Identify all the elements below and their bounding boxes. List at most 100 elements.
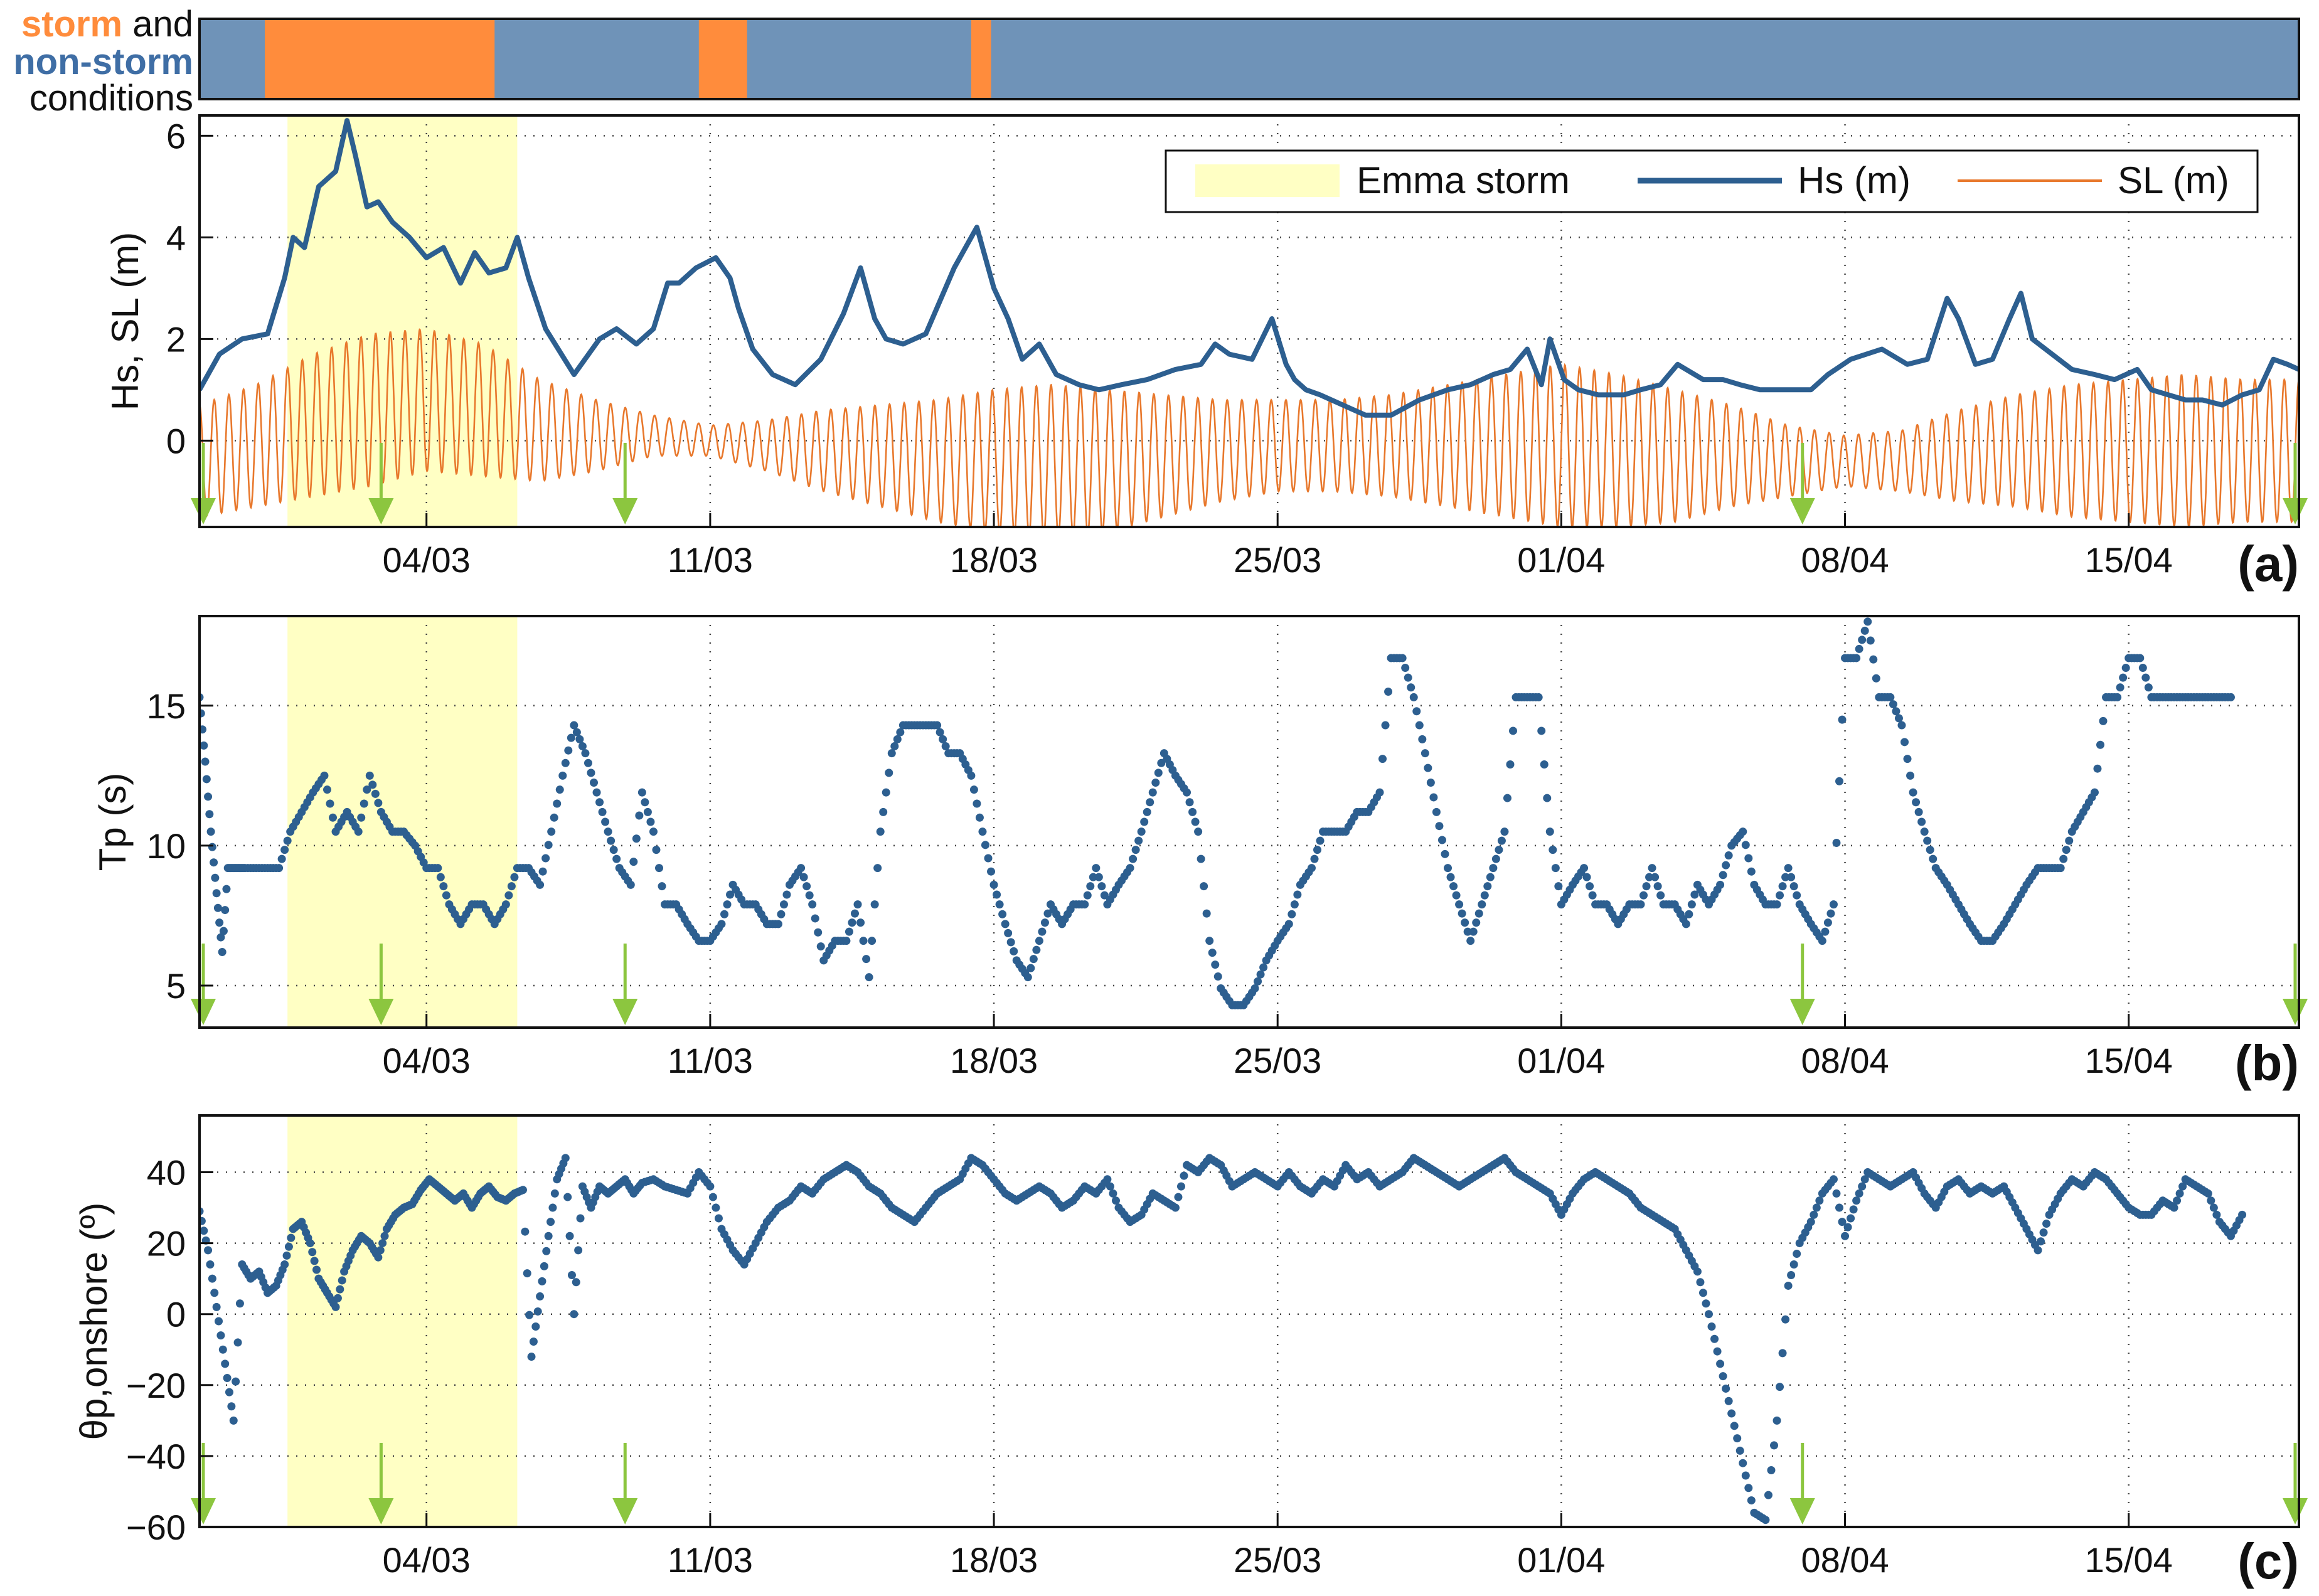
data-point-fill [995, 900, 1004, 909]
panel-c-y-label: θp,onshore (º) [73, 1203, 115, 1440]
data-point-fill [1713, 1347, 1722, 1356]
data-point [1307, 864, 1316, 873]
data-point [2249, 0, 2258, 4]
data-point-fill [779, 900, 788, 909]
marker-arrow-head [368, 1498, 394, 1524]
emma-storm-shade-c [287, 1115, 518, 1527]
data-point-fill [2037, 1237, 2045, 1246]
data-point [201, 757, 210, 766]
data-point-fill [308, 1248, 317, 1257]
data-point-fill [1140, 817, 1149, 826]
data-point [1829, 900, 1838, 909]
x-tick-label: 18/03 [950, 1540, 1038, 1580]
data-point [1784, 1281, 1793, 1290]
data-point-fill [1010, 947, 1018, 955]
data-point [706, 1182, 715, 1191]
data-point-fill [1537, 726, 1546, 735]
data-point-fill [2275, 0, 2283, 4]
data-point-fill [2062, 846, 2071, 854]
data-point-fill [2138, 664, 2147, 673]
data-point-fill [1316, 836, 1325, 845]
data-point-fill [885, 769, 893, 777]
data-point-fill [2116, 683, 2124, 692]
y-tick-label: 0 [166, 421, 186, 460]
data-point [1148, 788, 1157, 797]
data-point [1852, 654, 1861, 662]
data-point [2283, 0, 2291, 4]
data-point-fill [550, 1189, 559, 1198]
data-point-fill [1787, 1270, 1796, 1279]
data-point-fill [1722, 861, 1730, 870]
x-tick-label: 01/04 [1517, 1540, 1605, 1580]
data-point-fill [1029, 955, 1038, 964]
data-point-fill [1197, 854, 1205, 863]
data-point [842, 937, 851, 945]
data-point-fill [1917, 817, 1926, 826]
data-point-fill [1543, 794, 1552, 802]
data-point-fill [587, 769, 595, 777]
data-point-fill [1776, 1383, 1784, 1391]
data-point-fill [1872, 674, 1880, 683]
condition-label-line1: storm and [21, 4, 193, 45]
data-point-fill [572, 1278, 580, 1287]
data-point [1489, 864, 1498, 873]
data-point-fill [1789, 1260, 1798, 1269]
legend-emma-swatch [1195, 164, 1340, 197]
data-point-fill [2144, 683, 2153, 692]
data-point-fill [567, 733, 575, 742]
data-point-fill [609, 846, 618, 854]
data-point-fill [1639, 891, 1648, 900]
data-point-fill [561, 758, 570, 767]
data-point-fill [200, 709, 205, 718]
data-point-fill [1855, 1189, 1863, 1198]
marker-arrow-head [1789, 999, 1815, 1025]
data-point [1137, 827, 1146, 836]
data-point [212, 889, 221, 898]
data-point-fill [504, 891, 513, 900]
y-tick-label: 20 [147, 1224, 186, 1264]
data-point-fill [1744, 1484, 1753, 1492]
data-point-fill [998, 910, 1007, 918]
data-point-fill [2289, 0, 2297, 4]
panel-c-grid [200, 1115, 2299, 1528]
data-point-fill [882, 788, 890, 797]
x-tick-label: 25/03 [1234, 1540, 1321, 1580]
data-point [434, 864, 442, 873]
data-point-fill [223, 1373, 232, 1382]
data-point-fill [941, 742, 950, 751]
nonstorm-word: non-storm [13, 41, 193, 82]
data-point-fill [2236, 0, 2244, 4]
x-tick-label: 25/03 [1234, 1041, 1321, 1080]
data-point-fill [541, 854, 550, 863]
data-point-fill [1040, 918, 1049, 927]
data-point-fill [546, 1218, 555, 1226]
data-point [887, 749, 896, 758]
sl-series-line [200, 328, 2299, 527]
data-point-fill [363, 785, 371, 794]
data-point [2204, 1189, 2212, 1198]
data-point-fill [1582, 873, 1591, 881]
data-point-fill [2266, 0, 2274, 4]
data-point-fill [1208, 949, 1217, 957]
data-point-fill [612, 854, 621, 863]
data-point-fill [1642, 882, 1651, 891]
panel-b: 5 10 15 04/03 11/03 18/03 25/03 01/04 08/04 15/0… [92, 0, 2308, 1091]
data-point-fill [1435, 822, 1444, 831]
storm-period-0 [264, 19, 495, 99]
data-point [544, 1232, 553, 1240]
data-point-fill [1429, 793, 1438, 802]
data-point-fill [1832, 838, 1841, 847]
data-point-fill [1211, 960, 1220, 969]
data-point [2249, 0, 2258, 4]
data-point-fill [1032, 945, 1041, 954]
data-point-fill [641, 798, 649, 807]
marker-arrow-head [191, 999, 216, 1025]
data-point-fill [1491, 854, 1500, 863]
data-point-fill [2275, 0, 2283, 4]
data-point-fill [1202, 909, 1211, 918]
data-point-fill [811, 914, 819, 923]
panel-c-label: (c) [2237, 1533, 2299, 1589]
data-point-fill [1858, 1182, 1867, 1191]
panel-a-label: (a) [2237, 536, 2299, 592]
data-point-fill [2039, 1228, 2048, 1237]
